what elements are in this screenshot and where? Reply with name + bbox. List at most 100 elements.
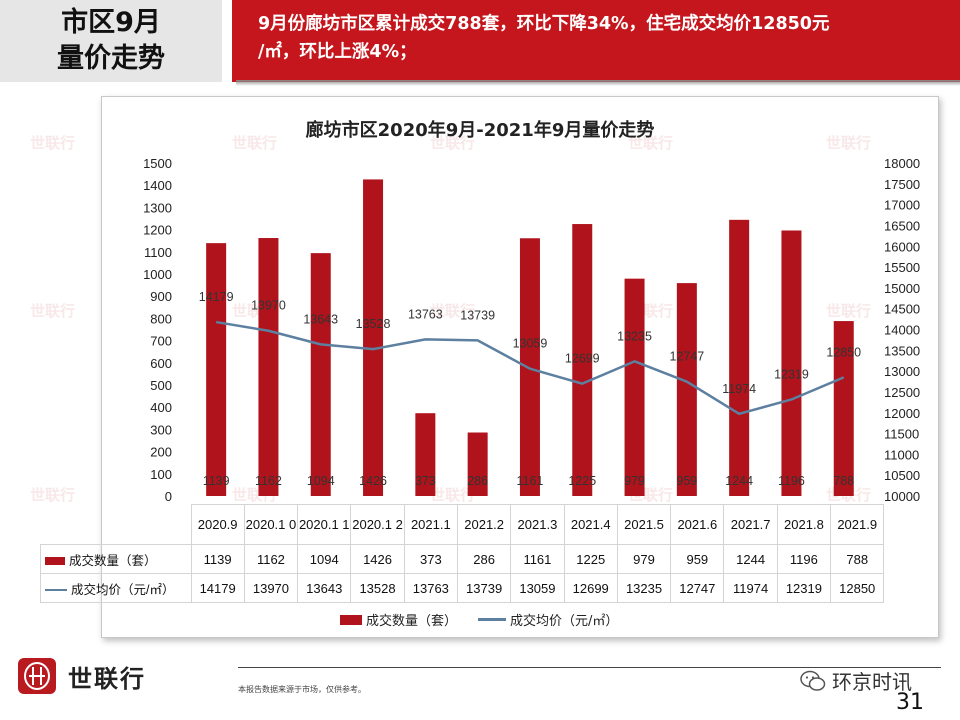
brand-logo: 世联行	[18, 658, 146, 694]
y-right-tick-label: 17500	[884, 177, 920, 192]
line-data-label: 12319	[774, 367, 809, 381]
legend-bar-swatch	[340, 614, 362, 625]
bar-mark	[676, 283, 697, 496]
watermark-text: 世联行	[430, 134, 475, 152]
line-data-label: 13528	[356, 317, 391, 331]
y-left-tick-label: 800	[150, 311, 172, 326]
bar-mark	[624, 278, 645, 496]
y-left-tick-label: 0	[165, 489, 172, 504]
table-cell-price: 12747	[670, 573, 725, 603]
y-right-tick-label: 10000	[884, 489, 920, 504]
brand-mark-icon	[18, 658, 56, 694]
watermark-text: 世联行	[232, 134, 277, 152]
y-right-tick-label: 16500	[884, 218, 920, 233]
y-left-tick-label: 600	[150, 356, 172, 371]
bar-data-label: 1196	[778, 474, 805, 488]
table-cell-volume: 1244	[723, 544, 778, 574]
watermark-text: 世联行	[628, 134, 673, 152]
line-data-label: 13643	[303, 312, 338, 326]
category-label: 2021.6	[670, 504, 725, 545]
y-left-tick-label: 700	[150, 334, 172, 349]
table-bar-key	[45, 557, 65, 566]
table-cell-volume: 788	[830, 544, 885, 574]
line-data-label: 13763	[408, 307, 443, 321]
y-left-tick-label: 1400	[143, 178, 172, 193]
line-series-path	[215, 320, 845, 416]
bar-mark	[206, 243, 227, 496]
wechat-icon	[800, 670, 826, 691]
brand-name: 世联行	[68, 664, 146, 693]
legend-line-label: 成交均价（元/㎡）	[510, 614, 619, 629]
category-label: 2021.4	[563, 504, 618, 545]
y-left-tick-label: 1000	[143, 267, 172, 282]
table-corner-cell	[40, 504, 192, 545]
line-data-label: 14179	[199, 290, 234, 304]
watermark-text: 世联行	[430, 486, 475, 504]
section-title: 市区9月 量价走势	[0, 0, 222, 82]
y-left-tick-label: 1200	[143, 223, 172, 238]
bar-mark	[258, 238, 279, 496]
table-cell-price: 12319	[776, 573, 832, 603]
legend-item-line: 成交均价（元/㎡）	[478, 610, 618, 629]
table-row-header-bar: 成交数量（套）	[40, 544, 192, 574]
y-left-tick-label: 900	[150, 289, 172, 304]
table-cell-volume: 373	[403, 544, 458, 574]
chart-title: 廊坊市区2020年9月-2021年9月量价走势	[305, 120, 655, 141]
table-cell-volume: 1426	[350, 544, 405, 574]
y-right-tick-label: 14500	[884, 302, 920, 317]
line-data-label: 13059	[513, 337, 548, 351]
table-cell-volume: 979	[616, 544, 672, 574]
category-label: 2021.5	[616, 504, 672, 545]
table-cell-volume: 286	[456, 544, 512, 574]
chart-data-table: 2020.9 2020.1 0 2020.1 1 2020.1 2 2021.1 2021…	[40, 504, 885, 603]
category-label: 2021.2	[456, 504, 512, 545]
bar-mark	[363, 179, 384, 497]
summary-line1: 9月份廊坊市区累计成交788套，环比下降34%，住宅成交均价12850元	[258, 14, 830, 34]
table-cell-price: 13528	[350, 573, 405, 603]
y-left-tick-label: 200	[150, 445, 172, 460]
table-cell-volume: 1094	[297, 544, 352, 574]
table-cell-price: 13059	[510, 573, 565, 603]
line-data-label: 11974	[722, 382, 756, 396]
watermark-text: 世联行	[30, 302, 75, 320]
y-right-tick-label: 18000	[884, 156, 920, 171]
source-name: 环京时讯	[832, 670, 912, 694]
bar-mark	[519, 238, 540, 496]
y-right-tick-label: 16000	[884, 239, 920, 254]
y-right-tick-label: 12000	[884, 406, 920, 421]
line-data-label: 13970	[251, 299, 286, 313]
bar-data-label: 1094	[307, 474, 335, 488]
y-left-tick-label: 1100	[144, 245, 172, 260]
category-label: 2021.1	[403, 504, 458, 545]
table-cell-volume: 959	[670, 544, 725, 574]
table-cell-volume: 1225	[563, 544, 618, 574]
section-title-line2: 量价走势	[57, 43, 165, 74]
y-left-tick-label: 1500	[143, 156, 172, 171]
legend-line-swatch	[478, 618, 506, 621]
bar-mark	[729, 219, 750, 496]
y-left-tick-label: 400	[150, 400, 172, 415]
line-data-label: 13739	[460, 308, 495, 322]
bar-data-label: 788	[833, 474, 854, 488]
table-line-row-label: 成交均价（元/㎡）	[71, 582, 175, 597]
section-title-line1: 市区9月	[61, 7, 161, 38]
bar-mark	[781, 230, 802, 496]
watermark-text: 世联行	[30, 486, 75, 504]
source-credit: 环京时讯	[800, 666, 912, 695]
y-right-tick-label: 12500	[884, 385, 920, 400]
bar-data-label: 286	[467, 474, 488, 488]
watermark-text: 世联行	[30, 134, 75, 152]
bar-data-label: 1244	[725, 474, 753, 488]
table-cell-price: 11974	[723, 573, 778, 603]
watermark-text: 世联行	[826, 134, 871, 152]
summary-banner: 9月份廊坊市区累计成交788套，环比下降34%，住宅成交均价12850元 /㎡，…	[232, 0, 960, 82]
bar-mark	[415, 413, 436, 496]
table-cell-price: 13643	[297, 573, 352, 603]
bar-data-label: 959	[676, 474, 697, 488]
y-left-tick-label: 100	[150, 467, 172, 482]
summary-line2: /㎡，环比上涨4%；	[258, 42, 417, 62]
table-cell-price: 13763	[403, 573, 458, 603]
bar-data-label: 1161	[517, 474, 544, 488]
category-label: 2021.8	[776, 504, 832, 545]
